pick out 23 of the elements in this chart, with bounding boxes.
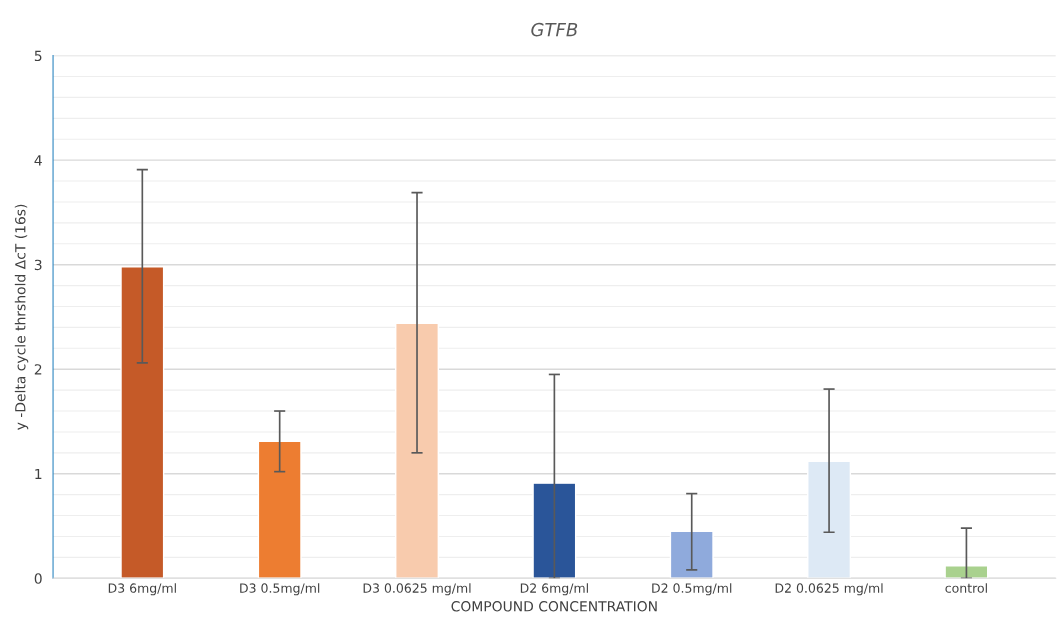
bar: [944, 565, 989, 579]
y-tick-label: 0: [34, 573, 42, 584]
bar: [257, 440, 302, 579]
x-tick-label: D3 0.5mg/ml: [240, 583, 320, 596]
x-tick-label: control: [945, 583, 987, 593]
x-tick-label: D2 0.0625 mg/ml: [775, 583, 883, 596]
y-tick-label: 1: [35, 468, 42, 480]
y-tick-label: 5: [34, 50, 42, 62]
x-tick-label: D3 6mg/ml: [108, 583, 176, 596]
x-tick-label: D2 6mg/ml: [520, 583, 588, 596]
y-tick-label: 3: [34, 259, 42, 271]
x-tick-label: D3 0.0625 mg/ml: [363, 583, 471, 596]
bar: [532, 482, 577, 579]
x-axis-title: COMPOUND CONCENTRATION: [451, 601, 657, 612]
bar: [669, 530, 714, 579]
y-tick-label: 4: [34, 155, 42, 166]
y-axis-title: y -Delta cycle thrshold ΔcT (16s): [14, 204, 29, 430]
chart-title: GTFB: [531, 22, 578, 37]
bar: [120, 266, 165, 579]
bar: [807, 460, 852, 579]
x-tick-label: D2 0.5mg/ml: [652, 583, 732, 596]
y-tick-label: 2: [34, 364, 42, 375]
bar: [395, 322, 440, 579]
